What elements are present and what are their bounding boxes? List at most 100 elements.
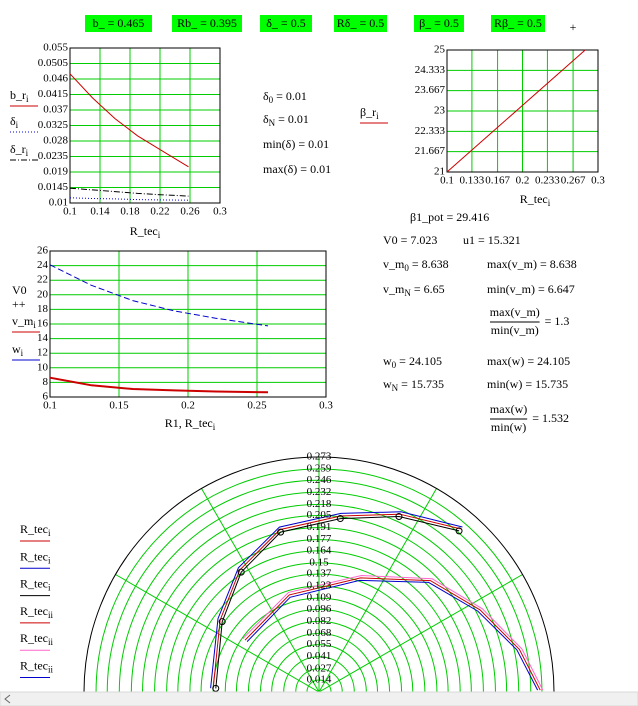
y-axis-label: δi [10, 114, 19, 130]
expression: V0 = 7.023 [383, 233, 437, 247]
subscript: i [26, 148, 29, 158]
x-tick-label: 0.26 [180, 206, 200, 218]
y-axis-label: wi [12, 342, 24, 358]
text-part: = 24.105 [396, 354, 442, 368]
text-part: b_r [10, 88, 26, 102]
y-tick-label: 23 [434, 105, 446, 117]
text-part: = 15.735 [398, 377, 444, 391]
subscript: N [392, 383, 399, 393]
variable-value: Rb_ = 0.395 [177, 16, 237, 30]
scrollbar[interactable] [0, 691, 638, 706]
subscript: ii [48, 610, 54, 620]
variable-value: Rβ_ = 0.5 [494, 16, 542, 30]
polar-legend-label: R_teci [20, 576, 51, 592]
y-tick-label: 0.0415 [38, 88, 69, 100]
x-tick-label: 0.22 [150, 206, 169, 218]
y-tick-label: 0.01 [49, 197, 68, 209]
subscript: N [404, 288, 411, 298]
x-axis-label: R_teci [520, 192, 551, 208]
subscript: i [33, 320, 36, 330]
series-line [69, 187, 189, 197]
polar-marker [237, 568, 245, 576]
variable-value: Rδ_ = 0.5 [337, 16, 384, 30]
text-part: w [12, 342, 21, 356]
polar-marker [336, 515, 344, 523]
y-tick-label: 21 [434, 166, 445, 178]
variable-box [260, 15, 312, 32]
subscript: ii [48, 665, 54, 675]
subscript: 0 [269, 95, 274, 105]
text-part: δ [10, 114, 16, 128]
text-part: β1_pot = 29.416 [410, 210, 489, 224]
denominator: min(w) [491, 420, 526, 434]
text-part: R_tec [20, 549, 48, 563]
y-tick-label: 24.333 [415, 64, 446, 76]
x-tick-label: 0.18 [120, 206, 140, 218]
polar-frame [83, 456, 555, 692]
r-tick-label: 0.068 [307, 627, 332, 639]
grid-circle [259, 632, 379, 692]
y-tick-label: 0.028 [43, 135, 68, 147]
x-tick-label: 0.3 [213, 206, 227, 218]
variable-value: δ_ = 0.5 [266, 16, 305, 30]
polar-legend-label: R_tecii [20, 658, 54, 674]
subscript: ii [48, 637, 54, 647]
expression: min(δ) = 0.01 [263, 137, 329, 151]
plot: 0.01 0.0145 0.019 0.0235 0.028 0.0325 0.037 0.0… [10, 42, 227, 218]
text-part: v_m [383, 257, 405, 271]
r-tick-label: 0.109 [307, 592, 332, 604]
variable-box [334, 15, 387, 32]
r-tick-label: 0.014 [307, 673, 332, 685]
polar-series [215, 515, 460, 689]
text-part: = 0.01 [273, 89, 307, 103]
polar-marker [218, 618, 226, 626]
x-tick-label: 0.1 [63, 206, 77, 218]
grid-circle [283, 656, 355, 692]
series-line [446, 49, 586, 173]
text-part: R_tec [20, 658, 48, 672]
text-part: V0 = 7.023 [383, 233, 437, 247]
text-part: R1, R_tec [165, 416, 213, 430]
text-part: β_r [360, 105, 376, 119]
grid-circle [306, 679, 332, 692]
y-tick-label: 0.037 [43, 104, 68, 116]
subscript: 0 [392, 360, 397, 370]
r-tick-label: 0.273 [307, 451, 332, 463]
y-tick-label: 0.0325 [38, 119, 69, 131]
polar-series [242, 574, 544, 691]
variable-box [172, 15, 242, 32]
y-tick-label: 26 [37, 245, 49, 257]
subscript: i [48, 528, 51, 538]
subscript: i [26, 94, 29, 104]
r-tick-label: 0.096 [307, 603, 332, 615]
y-tick-label: 20 [37, 288, 49, 300]
text-part: R_tec [520, 192, 548, 206]
x-tick-label: 0.2 [516, 175, 530, 187]
y-tick-label: 0.0235 [38, 150, 69, 162]
y-tick-label: 25 [434, 44, 446, 56]
x-tick-label: 0.2 [181, 400, 195, 412]
y-tick-label: 24 [37, 259, 49, 271]
subscript: i [16, 120, 19, 130]
plot: 6 8 10 12 14 16 18 20 22 24 26 0.1 0.15 0.2 0.25 0.3 [12, 245, 333, 412]
expression: u1 = 15.321 [463, 233, 521, 247]
expression: δ0 = 0.01 [263, 89, 307, 105]
text-part: δ [263, 89, 269, 103]
polar-marker [395, 513, 403, 521]
y-axis-label: b_ri [10, 88, 29, 104]
polar-marker [455, 527, 463, 535]
series-line [49, 264, 269, 327]
scroll-left-arrow[interactable] [4, 694, 11, 704]
variable-box [414, 15, 464, 32]
x-axis-label: R_teci [130, 224, 161, 240]
y-axis-label: ++ [12, 297, 26, 311]
x-tick-label: 0.3 [591, 175, 605, 187]
r-tick-label: 0.164 [307, 544, 332, 556]
x-tick-label: 0.1 [43, 400, 57, 412]
polar-legend-label: R_teci [20, 549, 51, 565]
text-part: R_tec [130, 224, 158, 238]
text-part: min(δ) = 0.01 [263, 137, 329, 151]
text-part: min(w) = 15.735 [487, 377, 568, 391]
